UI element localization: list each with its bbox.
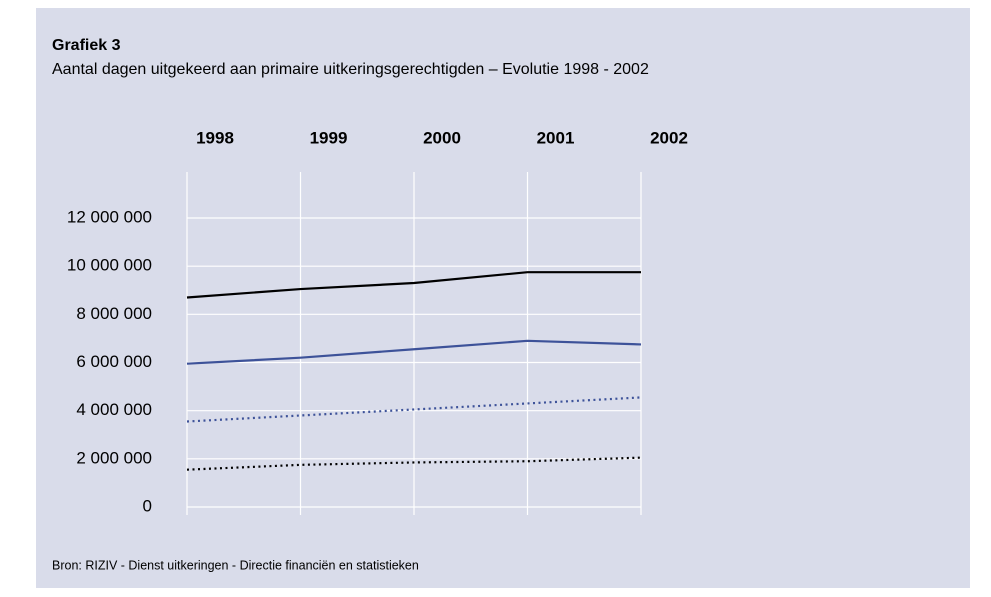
source-note: Bron: RIZIV - Dienst uitkeringen - Direc… (52, 558, 419, 572)
y-tick-label: 4 000 000 (76, 400, 152, 419)
series-line (186, 271, 641, 299)
y-tick-label: 6 000 000 (76, 352, 152, 371)
y-tick-label: 0 (143, 496, 152, 515)
x-tick-label: 2001 (537, 128, 575, 147)
x-tick-label: 2002 (650, 128, 688, 147)
y-tick-label: 10 000 000 (67, 256, 152, 275)
chart-title: Grafiek 3 (52, 37, 121, 54)
y-tick-label: 12 000 000 (67, 207, 152, 226)
y-tick-label: 8 000 000 (76, 304, 152, 323)
x-tick-label: 2000 (423, 128, 461, 147)
x-tick-label: 1998 (196, 128, 234, 147)
series-line (186, 339, 642, 365)
y-tick-label: 2 000 000 (76, 448, 152, 467)
series-line (186, 396, 642, 423)
panel (36, 8, 970, 588)
chart-subtitle: Aantal dagen uitgekeerd aan primaire uit… (52, 61, 649, 78)
series-line (186, 456, 642, 471)
x-tick-label: 1999 (310, 128, 348, 147)
